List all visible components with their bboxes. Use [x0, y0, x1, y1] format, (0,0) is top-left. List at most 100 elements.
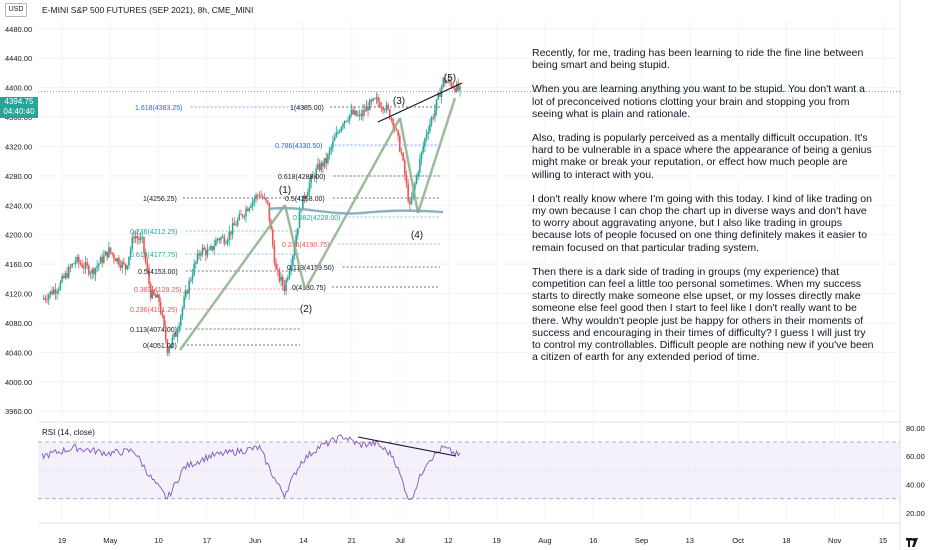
candle-body [79, 262, 82, 265]
candle-body [54, 289, 57, 294]
candle-body [297, 228, 299, 236]
candle-body [111, 252, 114, 255]
candle-body [362, 110, 364, 117]
candle-body [323, 158, 326, 167]
candle-body [190, 279, 192, 281]
time-tick-label: Jun [249, 536, 261, 545]
price-tick-label: 4480.00 [5, 25, 32, 34]
candle-body [417, 172, 419, 176]
rsi-tick-label: 40.00 [906, 481, 925, 490]
candle-body [273, 245, 276, 264]
price-tick-label: 4320.00 [5, 142, 32, 151]
candle-body [72, 263, 75, 265]
candle-body [149, 283, 152, 299]
candle-body [315, 168, 318, 179]
candle-body [378, 102, 381, 108]
candle-body [216, 238, 219, 241]
candle-body [261, 196, 264, 199]
rsi-title: RSI (14, close) [42, 428, 95, 437]
bar-countdown: 04:40:40 [3, 107, 35, 116]
candle-body [99, 257, 102, 264]
note-paragraph: Also, trading is popularly perceived as … [532, 132, 872, 181]
drawings-back [38, 91, 900, 346]
candle-body [56, 291, 58, 294]
candle-body [201, 247, 204, 254]
candle-body [154, 294, 157, 298]
candle-body [320, 162, 323, 171]
wave-label: (1) [279, 185, 291, 196]
candle-body [318, 163, 321, 171]
candle-body [345, 120, 348, 122]
resistance-trendline [377, 82, 463, 123]
candle-body [380, 107, 383, 108]
candle-body [191, 274, 194, 280]
time-tick-label: 15 [879, 536, 887, 545]
candle-body [231, 223, 234, 235]
idea-description: Recently, for me, trading has been learn… [532, 47, 877, 375]
candle-body [365, 106, 368, 112]
candle-body [328, 150, 331, 155]
candle-body [342, 124, 344, 128]
price-tick-label: 4280.00 [5, 172, 32, 181]
rsi-tick-label: 20.00 [906, 509, 925, 518]
price-tick-label: 4240.00 [5, 201, 32, 210]
candle-body [338, 131, 341, 133]
candle-body [373, 98, 376, 100]
candle-body [86, 262, 88, 266]
candle-body [77, 256, 80, 263]
candle-body [308, 182, 311, 192]
candle-body [407, 183, 409, 202]
candle-body [109, 247, 112, 253]
fib-level-label: 0.382(4129.25) [134, 287, 181, 294]
candle-body [243, 216, 246, 217]
candle-body [442, 77, 445, 87]
candle-body [128, 256, 130, 266]
candle-body [265, 197, 267, 201]
candle-body [91, 269, 93, 274]
candle-body [221, 236, 224, 238]
candle-body [322, 162, 324, 167]
fib-level-label: 0.5(4153.00) [138, 269, 178, 276]
candle-body [459, 86, 461, 91]
tradingview-logo-icon[interactable] [906, 538, 922, 547]
candle-body [307, 191, 309, 196]
candle-body [46, 299, 48, 301]
candle-body [76, 256, 78, 262]
candle-body [156, 294, 159, 298]
fib-level-label: 0.113(4074.00) [130, 327, 177, 334]
candle-body [103, 255, 105, 263]
candle-body [59, 281, 62, 290]
candle-body [141, 237, 144, 238]
candle-body [387, 104, 389, 110]
candle-body [445, 81, 448, 84]
candle-body [410, 198, 413, 204]
time-tick-label: 14 [299, 536, 307, 545]
candle-body [178, 325, 180, 332]
candle-body [52, 289, 55, 295]
candle-body [62, 276, 65, 278]
candle-body [245, 208, 247, 217]
candle-body [298, 211, 301, 229]
candle-body [47, 295, 50, 300]
candle-body [240, 214, 242, 216]
currency-badge[interactable]: USD [5, 3, 27, 17]
candle-body [179, 315, 182, 326]
candle-body [248, 207, 251, 211]
candle-body [196, 253, 199, 262]
candle-body [210, 246, 212, 250]
candle-body [447, 79, 450, 82]
candle-body [106, 251, 109, 258]
candle-body [280, 276, 282, 281]
price-tick-label: 4440.00 [5, 54, 32, 63]
candle-body [385, 104, 388, 110]
candle-body [131, 237, 134, 249]
candle-body [255, 194, 257, 199]
time-tick-label: 13 [686, 536, 694, 545]
wave-label: (4) [411, 230, 423, 241]
wave-label: (5) [444, 73, 456, 84]
candle-body [136, 236, 139, 239]
candle-body [250, 205, 252, 208]
candle-body [353, 110, 356, 115]
candle-body [395, 128, 398, 131]
